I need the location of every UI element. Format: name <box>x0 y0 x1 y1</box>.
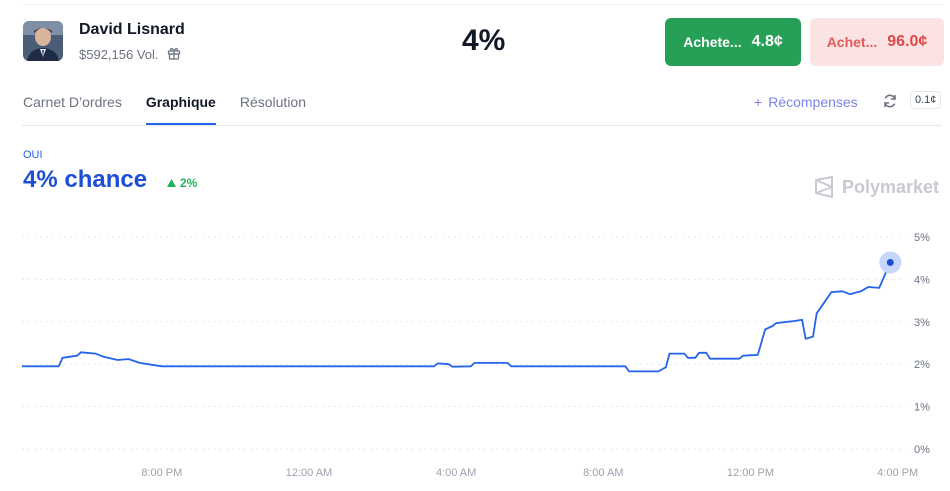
brand-name: Polymarket <box>842 176 940 197</box>
refresh-icon[interactable] <box>882 93 898 109</box>
current-probability: 4% <box>462 24 506 57</box>
volume-row: $592,156 Vol. <box>79 46 181 63</box>
buy-yes-price: 4.8¢ <box>751 33 783 50</box>
top-divider <box>22 4 942 5</box>
up-triangle-icon <box>167 179 176 187</box>
x-tick-label: 12:00 PM <box>727 467 774 479</box>
tab-resolution[interactable]: Résolution <box>239 94 306 110</box>
gift-icon[interactable] <box>167 46 181 63</box>
rewards-link[interactable]: + Récompenses <box>754 94 858 110</box>
buy-no-price: 96.0¢ <box>887 33 928 50</box>
chance-value: 4% chance <box>23 166 148 193</box>
polymarket-logo-icon <box>815 176 833 198</box>
rewards-label: Récompenses <box>768 94 858 110</box>
buy-yes-button[interactable]: Achete... 4.8¢ <box>665 18 801 66</box>
end-point <box>886 258 894 266</box>
tab-bar: Carnet D’ordres Graphique Résolution <box>23 94 306 125</box>
polymarket-logo: Polymarket <box>814 176 939 198</box>
market-name: David Lisnard <box>79 21 185 38</box>
tab-order-book[interactable]: Carnet D’ordres <box>23 94 122 110</box>
tabs-divider <box>22 125 942 126</box>
price-chart[interactable]: 5% 4% 3% 2% 1% 0% 8:00 PM 12:00 AM 4:00 AM 8:00 A… <box>0 225 950 491</box>
x-tick-label: 8:00 PM <box>141 467 182 479</box>
y-tick-label: 5% <box>914 232 930 244</box>
volume-text: $592,156 Vol. <box>79 47 159 62</box>
tab-graph[interactable]: Graphique <box>145 94 216 125</box>
x-tick-label: 8:00 AM <box>583 467 623 479</box>
y-tick-label: 0% <box>914 444 930 456</box>
x-tick-label: 4:00 AM <box>436 467 476 479</box>
y-tick-label: 1% <box>914 402 930 414</box>
outcome-label: OUI <box>23 149 43 161</box>
buy-no-button[interactable]: Achet... 96.0¢ <box>810 18 944 66</box>
y-tick-label: 4% <box>914 274 930 286</box>
chance-delta: 2% <box>167 176 197 190</box>
x-tick-label: 12:00 AM <box>286 467 332 479</box>
tick-size-chip[interactable]: 0.1¢ <box>910 91 942 109</box>
y-tick-label: 3% <box>914 317 930 329</box>
plus-icon: + <box>754 94 763 110</box>
x-tick-label: 4:00 PM <box>877 467 918 479</box>
avatar <box>23 21 63 61</box>
y-tick-label: 2% <box>914 359 930 371</box>
series-line <box>22 262 892 373</box>
buy-no-label: Achet... <box>826 34 878 50</box>
delta-value: 2% <box>180 176 198 190</box>
buy-yes-label: Achete... <box>683 34 742 50</box>
